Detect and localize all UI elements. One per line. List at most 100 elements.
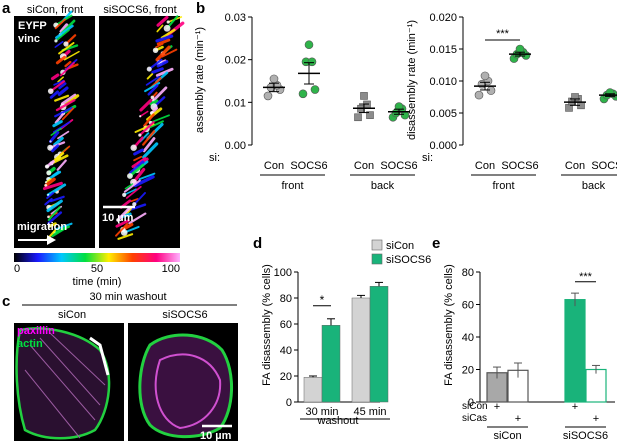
y-tick-label: 0.00 [225, 140, 246, 152]
adhesion-track [142, 142, 159, 159]
x-tick-label: 30 min [305, 406, 338, 418]
adhesion-track [52, 121, 71, 133]
adhesion-track [155, 45, 171, 62]
adhesion-track [47, 170, 62, 181]
y-tick-label: 80 [462, 267, 474, 279]
adhesion-track [142, 130, 156, 146]
adhesion-track [53, 136, 64, 147]
adhesion-spot [47, 88, 54, 94]
adhesion-track [139, 110, 149, 118]
panel-label-c: c [2, 293, 10, 310]
adhesion-track [125, 185, 142, 199]
adhesion-track [56, 159, 67, 171]
adhesion-track [138, 172, 156, 181]
y-tick-label: 20 [462, 365, 474, 377]
focal-adhesion-tracks-sicon [42, 10, 80, 240]
adhesion-track [133, 148, 144, 156]
adhesion-track [52, 120, 63, 128]
washout-header: 30 min washout [89, 291, 166, 303]
image-title-sisocs6: siSOCS6, front [103, 4, 176, 16]
adhesion-track [47, 211, 63, 225]
adhesion-spot [48, 225, 51, 228]
panel-label-a: a [2, 0, 11, 17]
adhesion-track [117, 233, 134, 240]
adhesion-track [46, 183, 67, 197]
adhesion-track [51, 144, 60, 153]
panel-label-d: d [253, 235, 262, 252]
y-tick-label: 0.03 [225, 12, 246, 24]
adhesion-track [47, 206, 61, 222]
adhesion-spot [116, 218, 120, 222]
adhesion-track [50, 127, 62, 136]
colorbar-tick-50: 50 [91, 263, 103, 275]
adhesion-track [130, 198, 139, 202]
y-tick-label: 60 [462, 300, 474, 312]
adhesion-spot [138, 133, 142, 137]
row-mark: + [494, 401, 500, 413]
group-label: front [281, 180, 303, 192]
adhesion-spot [152, 47, 159, 53]
significance-marker: *** [496, 28, 510, 40]
adhesion-track [61, 107, 75, 121]
bar [369, 286, 389, 403]
adhesion-track [146, 73, 154, 80]
adhesion-track [138, 120, 155, 137]
adhesion-track [54, 94, 70, 102]
adhesion-spot [127, 173, 133, 179]
adhesion-track [161, 48, 178, 58]
colorbar-tick-100: 100 [162, 263, 180, 275]
adhesion-track [49, 90, 59, 99]
data-point [360, 92, 368, 100]
adhesion-track [49, 195, 65, 203]
channel-label-eyfp: EYFP [18, 20, 47, 32]
y-tick-label: 100 [274, 267, 292, 279]
data-point [486, 86, 496, 95]
adhesion-spot [122, 192, 127, 197]
adhesion-spot [47, 144, 54, 151]
adhesion-track [44, 177, 56, 188]
adhesion-track [160, 28, 176, 39]
adhesion-track [155, 34, 174, 43]
data-point [354, 113, 362, 122]
adhesion-track [131, 157, 147, 168]
panel-b-disassembly-plot: disassembly rate (min⁻¹) si: 0.000 0.005 0… [406, 12, 617, 192]
adhesion-track [57, 86, 69, 96]
adhesion-track [123, 179, 141, 193]
adhesion-spot [130, 144, 137, 151]
x-tick-label: Con [264, 160, 284, 172]
panel-b-assembly-plot: assembly rate (min⁻¹) si: 0.00 0.01 0.02 0.… [194, 12, 418, 192]
adhesion-track [57, 76, 64, 83]
y-axis-label: FA disassembly (% cells) [261, 264, 273, 386]
channel-label-actin: actin [17, 338, 43, 350]
adhesion-track [63, 50, 80, 61]
cell-sicon [15, 327, 111, 440]
y-tick-label: 0.015 [429, 44, 457, 56]
x-tick-label: SOCS6 [290, 160, 327, 172]
legend-swatch [371, 239, 383, 251]
adhesion-track [133, 155, 143, 162]
adhesion-track [46, 192, 55, 199]
adhesion-track [55, 55, 66, 65]
migration-label: migration [17, 221, 67, 233]
adhesion-track [148, 58, 163, 71]
adhesion-track [59, 23, 69, 34]
adhesion-track [149, 99, 159, 106]
y-tick-label: 0.01 [225, 97, 246, 109]
row-mark: + [515, 413, 521, 425]
adhesion-track [54, 113, 64, 124]
row-mark: + [572, 401, 578, 413]
bar [585, 368, 607, 403]
group-label: siCon [493, 430, 521, 441]
legend-label: siSOCS6 [386, 254, 431, 266]
focal-adhesion-tracks-sisocs6 [115, 15, 185, 240]
row-mark: + [593, 413, 599, 425]
adhesion-track [58, 42, 75, 55]
adhesion-spot [120, 229, 128, 236]
adhesion-track [42, 181, 63, 191]
significance-marker: *** [579, 271, 593, 283]
data-point [366, 111, 374, 119]
group-label: back [371, 180, 395, 192]
adhesion-track [151, 86, 168, 102]
x-tick-label: SOCS6 [380, 160, 417, 172]
